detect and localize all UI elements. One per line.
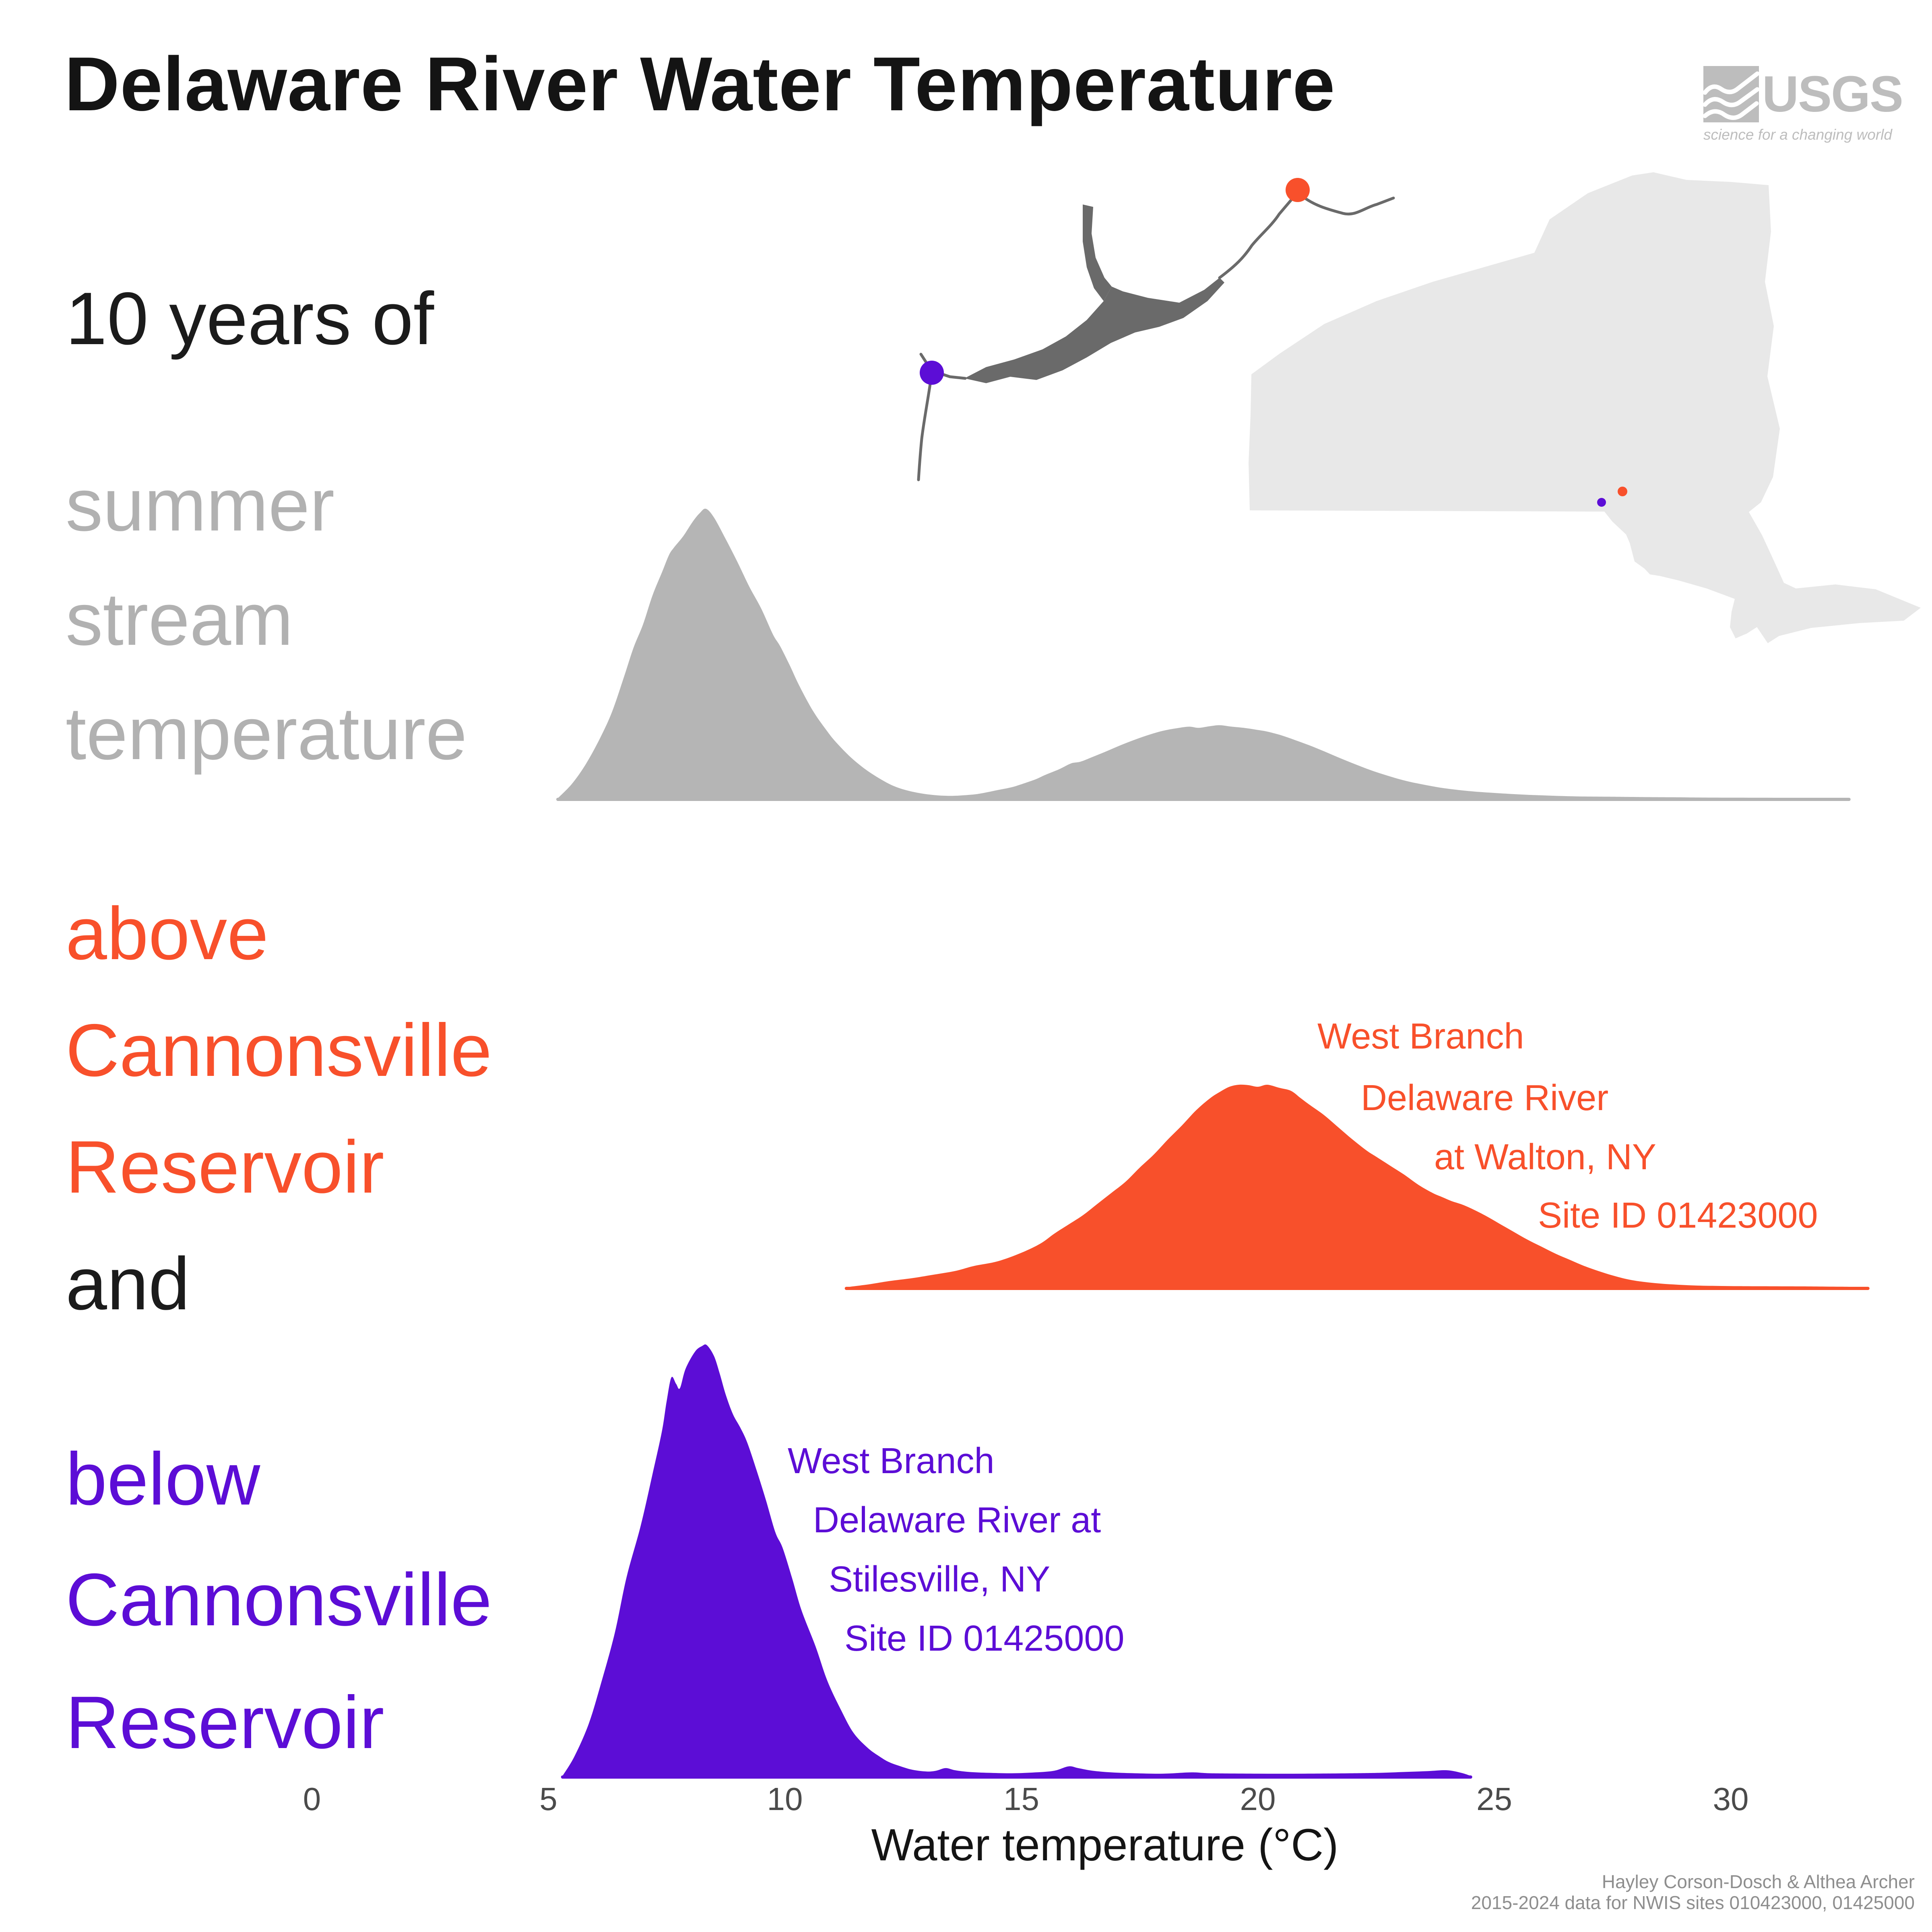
reservoir-inset-map (917, 178, 1395, 481)
stilesville-annotation-line: Delaware River at (813, 1500, 1101, 1540)
ny-state-silhouette (1249, 172, 1921, 643)
headline-reservoir-orange: Reservoir (66, 1126, 384, 1209)
usgs-wave-icon (1703, 66, 1759, 122)
page-title: Delaware River Water Temperature (64, 41, 1335, 127)
headline-summer: summer (66, 464, 335, 547)
x-tick-15: 15 (1003, 1781, 1039, 1817)
stilesville-annotation-line: Stilesville, NY (829, 1559, 1051, 1600)
density-stilesville (562, 1344, 1471, 1776)
usgs-tagline: science for a changing world (1703, 126, 1892, 143)
walton-annotation-line: West Branch (1317, 1016, 1524, 1057)
walton-inset-dot (1286, 178, 1310, 202)
headline-cannonsville-orange: Cannonsville (66, 1009, 492, 1092)
x-tick-0: 0 (303, 1781, 321, 1817)
credit-data-source: 2015-2024 data for NWIS sites 010423000,… (1471, 1892, 1915, 1913)
headline-reservoir-purple: Reservoir (66, 1681, 384, 1764)
headline-cannonsville-purple: Cannonsville (66, 1558, 492, 1641)
stilesville-annotation-line: West Branch (788, 1441, 995, 1481)
headline-stream: stream (66, 578, 293, 661)
headline-intro: 10 years of (66, 277, 434, 360)
cannonsville-reservoir-north-arm (1083, 204, 1112, 301)
usgs-wordmark: USGS (1762, 66, 1903, 122)
headline-and: and (66, 1243, 190, 1325)
stilesville-inset-dot (920, 361, 944, 385)
headline-below: below (66, 1438, 260, 1521)
river-line-east-of-walton (1301, 195, 1395, 216)
headline-above: above (66, 892, 269, 975)
credit-authors: Hayley Corson-Dosch & Althea Archer (1602, 1871, 1915, 1892)
walton-annotation-line: Delaware River (1361, 1078, 1609, 1118)
walton-annotation-line: at Walton, NY (1434, 1137, 1656, 1177)
headline-temperature: temperature (66, 692, 467, 775)
x-axis-label: Water temperature (°C) (871, 1820, 1339, 1870)
river-line-to-walton (1218, 196, 1294, 279)
density-walton (846, 1084, 1868, 1287)
x-tick-20: 20 (1240, 1781, 1276, 1817)
x-tick-10: 10 (767, 1781, 803, 1817)
x-tick-30: 30 (1713, 1781, 1749, 1817)
ny-state-map (1249, 172, 1921, 643)
stilesville-annotation-site-id: Site ID 01425000 (844, 1618, 1125, 1659)
walton-annotation-site-id: Site ID 01423000 (1538, 1195, 1818, 1236)
x-tick-5: 5 (539, 1781, 557, 1817)
cannonsville-reservoir-shape (964, 278, 1224, 383)
x-tick-25: 25 (1476, 1781, 1512, 1817)
density-curves (556, 508, 1870, 1779)
stilesville-state-dot (1597, 498, 1606, 507)
density-all-summer (558, 508, 1849, 798)
usgs-logo: USGS science for a changing world (1703, 66, 1903, 143)
walton-state-dot (1618, 487, 1627, 496)
